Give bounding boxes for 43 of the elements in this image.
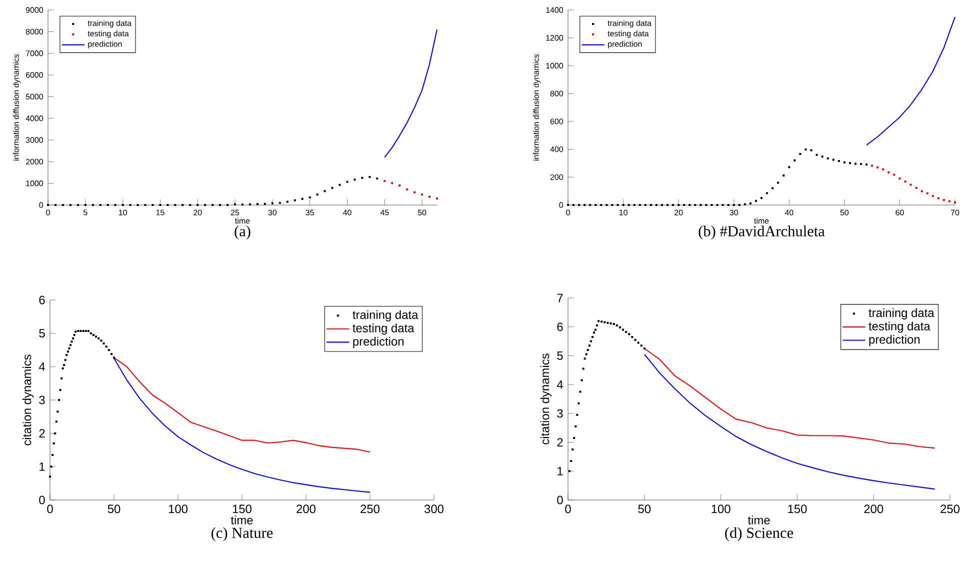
- text: (d) Science: [725, 527, 794, 542]
- legend-label: testing data: [868, 322, 930, 333]
- y-tick-label: 4: [38, 362, 45, 371]
- x-tick-label: 50: [108, 504, 120, 514]
- x-tick-label: 0: [565, 504, 571, 514]
- legend-label: training data: [352, 310, 418, 322]
- x-tick-label: 200: [296, 504, 316, 514]
- y-tick-label: 6: [557, 322, 563, 332]
- y-axis-title: citation dynamics: [540, 354, 552, 444]
- y-tick-label: 1: [40, 462, 45, 471]
- y-tick-label: 5: [557, 352, 563, 360]
- text: (c) Nature: [212, 527, 273, 542]
- x-tick-label: 150: [788, 504, 807, 514]
- x-tick-label: 150: [232, 504, 252, 514]
- line-series: [384, 28, 438, 158]
- x-tick-label: 100: [168, 504, 188, 514]
- x-axis-title: time: [230, 516, 253, 524]
- x-tick-label: 300: [424, 504, 444, 514]
- legend-label: testing data: [352, 324, 414, 335]
- x-tick-label: 50: [638, 504, 651, 514]
- y-tick-label: 6: [39, 296, 45, 304]
- y-tick-label: 1: [558, 467, 563, 476]
- x-tick-label: 250: [360, 504, 380, 514]
- y-tick-label: 2: [39, 429, 45, 438]
- y-axis-title: citation dynamics: [22, 354, 34, 446]
- x-tick-label: 200: [864, 504, 884, 514]
- text: (b) #DavidArchuleta: [698, 226, 825, 240]
- y-tick-label: 2: [557, 438, 563, 446]
- legend-label: training data: [868, 308, 934, 320]
- legend-label: prediction: [869, 334, 920, 346]
- text: (a): [234, 226, 250, 240]
- y-tick-label: 7: [557, 294, 563, 302]
- y-tick-label: 3: [39, 396, 45, 404]
- x-tick-label: 0: [47, 504, 53, 514]
- y-tick-label: 4: [556, 380, 563, 389]
- legend-label: prediction: [353, 336, 404, 348]
- y-tick-label: 0: [557, 496, 563, 504]
- y-tick-label: 0: [39, 496, 45, 504]
- y-tick-label: 3: [557, 409, 563, 418]
- x-tick-label: 250: [940, 504, 960, 514]
- y-tick-label: 5: [39, 329, 45, 338]
- x-axis-title: time: [748, 516, 770, 524]
- x-tick-label: 100: [712, 504, 730, 514]
